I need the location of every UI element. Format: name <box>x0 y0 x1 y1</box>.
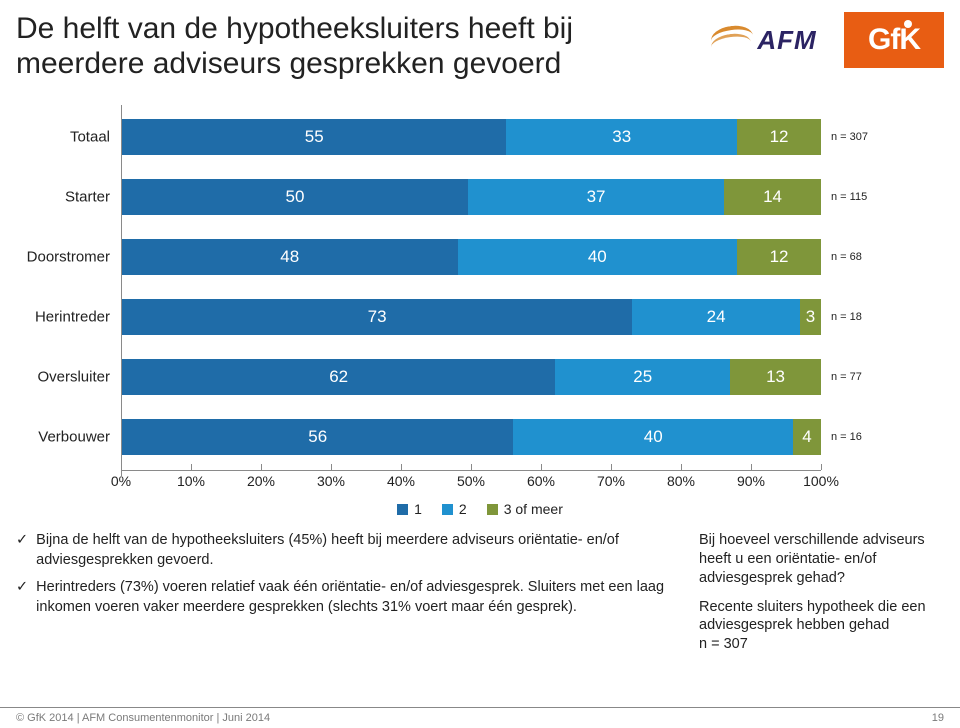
footer-page-number: 19 <box>932 712 944 724</box>
bar-row: Herintreder73243n = 18 <box>122 299 821 335</box>
chart-legend: 1 2 3 of meer <box>16 501 944 517</box>
legend-label: 3 of meer <box>504 501 563 517</box>
check-icon: ✓ <box>16 531 28 570</box>
bar-segment: 4 <box>793 419 821 455</box>
bar-segment: 55 <box>122 119 506 155</box>
gfk-logo-text: GfK <box>868 23 920 57</box>
bar-segment: 48 <box>122 239 458 275</box>
bar-n-label: n = 115 <box>821 191 867 203</box>
footer: © GfK 2014 | AFM Consumentenmonitor | Ju… <box>0 707 960 728</box>
bullet-text: Herintreders (73%) voeren relatief vaak … <box>36 578 679 617</box>
legend-label: 1 <box>414 501 422 517</box>
bar-segment: 40 <box>513 419 793 455</box>
category-label: Totaal <box>17 129 122 146</box>
xtick-label: 20% <box>247 473 275 489</box>
xtick-mark <box>121 464 122 470</box>
bar-n-label: n = 307 <box>821 131 868 143</box>
check-icon: ✓ <box>16 578 28 617</box>
bar-row: Totaal553312n = 307 <box>122 119 821 155</box>
bar-row: Doorstromer484012n = 68 <box>122 239 821 275</box>
xtick-label: 60% <box>527 473 555 489</box>
xtick-label: 0% <box>111 473 131 489</box>
category-label: Herintreder <box>17 309 122 326</box>
xtick-label: 90% <box>737 473 765 489</box>
xtick-label: 100% <box>803 473 839 489</box>
xtick-mark <box>751 464 752 470</box>
sidebox-n: n = 307 <box>699 636 748 652</box>
bullet-item: ✓Herintreders (73%) voeren relatief vaak… <box>16 578 679 617</box>
xtick-label: 70% <box>597 473 625 489</box>
page-title: De helft van de hypotheeksluiters heeft … <box>16 12 656 81</box>
sidebox-question: Bij hoeveel verschillende adviseurs heef… <box>699 531 944 588</box>
bar-segment: 24 <box>632 299 800 335</box>
gfk-dot-icon <box>904 20 912 28</box>
logos: AFM GfK <box>694 12 944 68</box>
bar-segment: 25 <box>555 359 730 395</box>
legend-item: 3 of meer <box>487 501 563 517</box>
bullet-list: ✓Bijna de helft van de hypotheeksluiters… <box>16 531 679 664</box>
bar-n-label: n = 68 <box>821 251 862 263</box>
x-axis: 0%10%20%30%40%50%60%70%80%90%100% <box>121 471 821 493</box>
xtick-mark <box>681 464 682 470</box>
category-label: Oversluiter <box>17 369 122 386</box>
afm-logo: AFM <box>694 15 834 65</box>
xtick-label: 50% <box>457 473 485 489</box>
category-label: Doorstromer <box>17 249 122 266</box>
bar-segment: 50 <box>122 179 468 215</box>
footer-left: © GfK 2014 | AFM Consumentenmonitor | Ju… <box>16 712 270 724</box>
xtick-label: 30% <box>317 473 345 489</box>
afm-swoosh-icon <box>711 20 753 60</box>
category-label: Verbouwer <box>17 429 122 446</box>
chart-plot: Totaal553312n = 307 Starter503714n = 115 D… <box>121 111 821 471</box>
bar-segment: 62 <box>122 359 555 395</box>
bar-n-label: n = 77 <box>821 371 862 383</box>
bar-row: Starter503714n = 115 <box>122 179 821 215</box>
bar-row: Verbouwer56404n = 16 <box>122 419 821 455</box>
bar-row: Oversluiter622513n = 77 <box>122 359 821 395</box>
bottom-section: ✓Bijna de helft van de hypotheeksluiters… <box>16 531 944 664</box>
bar-segment: 12 <box>737 239 821 275</box>
sidebox-note: Recente sluiters hypotheek die een advie… <box>699 599 926 634</box>
bar-segment: 33 <box>506 119 737 155</box>
xtick-mark <box>611 464 612 470</box>
bar-segment: 14 <box>724 179 821 215</box>
bar-segment: 13 <box>730 359 821 395</box>
bullet-item: ✓Bijna de helft van de hypotheeksluiters… <box>16 531 679 570</box>
xtick-mark <box>331 464 332 470</box>
gfk-logo: GfK <box>844 12 944 68</box>
xtick-mark <box>401 464 402 470</box>
sidebox: Bij hoeveel verschillende adviseurs heef… <box>699 531 944 664</box>
bar-segment: 12 <box>737 119 821 155</box>
xtick-mark <box>191 464 192 470</box>
bar-n-label: n = 16 <box>821 431 862 443</box>
xtick-mark <box>471 464 472 470</box>
header: De helft van de hypotheeksluiters heeft … <box>0 0 960 81</box>
legend-swatch <box>397 504 408 515</box>
bar-segment: 3 <box>800 299 821 335</box>
legend-item: 2 <box>442 501 467 517</box>
xtick-label: 40% <box>387 473 415 489</box>
legend-label: 2 <box>459 501 467 517</box>
legend-item: 1 <box>397 501 422 517</box>
xtick-mark <box>821 464 822 470</box>
legend-swatch <box>442 504 453 515</box>
bar-segment: 73 <box>122 299 632 335</box>
xtick-mark <box>541 464 542 470</box>
legend-swatch <box>487 504 498 515</box>
bar-segment: 40 <box>458 239 738 275</box>
xtick-mark <box>261 464 262 470</box>
chart: Totaal553312n = 307Starter503714n = 115D… <box>16 111 944 517</box>
category-label: Starter <box>17 189 122 206</box>
bar-n-label: n = 18 <box>821 311 862 323</box>
bar-segment: 37 <box>468 179 724 215</box>
bullet-text: Bijna de helft van de hypotheeksluiters … <box>36 531 679 570</box>
axis-tick-mark <box>121 105 122 111</box>
afm-logo-text: AFM <box>757 25 816 56</box>
xtick-label: 80% <box>667 473 695 489</box>
xtick-label: 10% <box>177 473 205 489</box>
bar-segment: 56 <box>122 419 513 455</box>
